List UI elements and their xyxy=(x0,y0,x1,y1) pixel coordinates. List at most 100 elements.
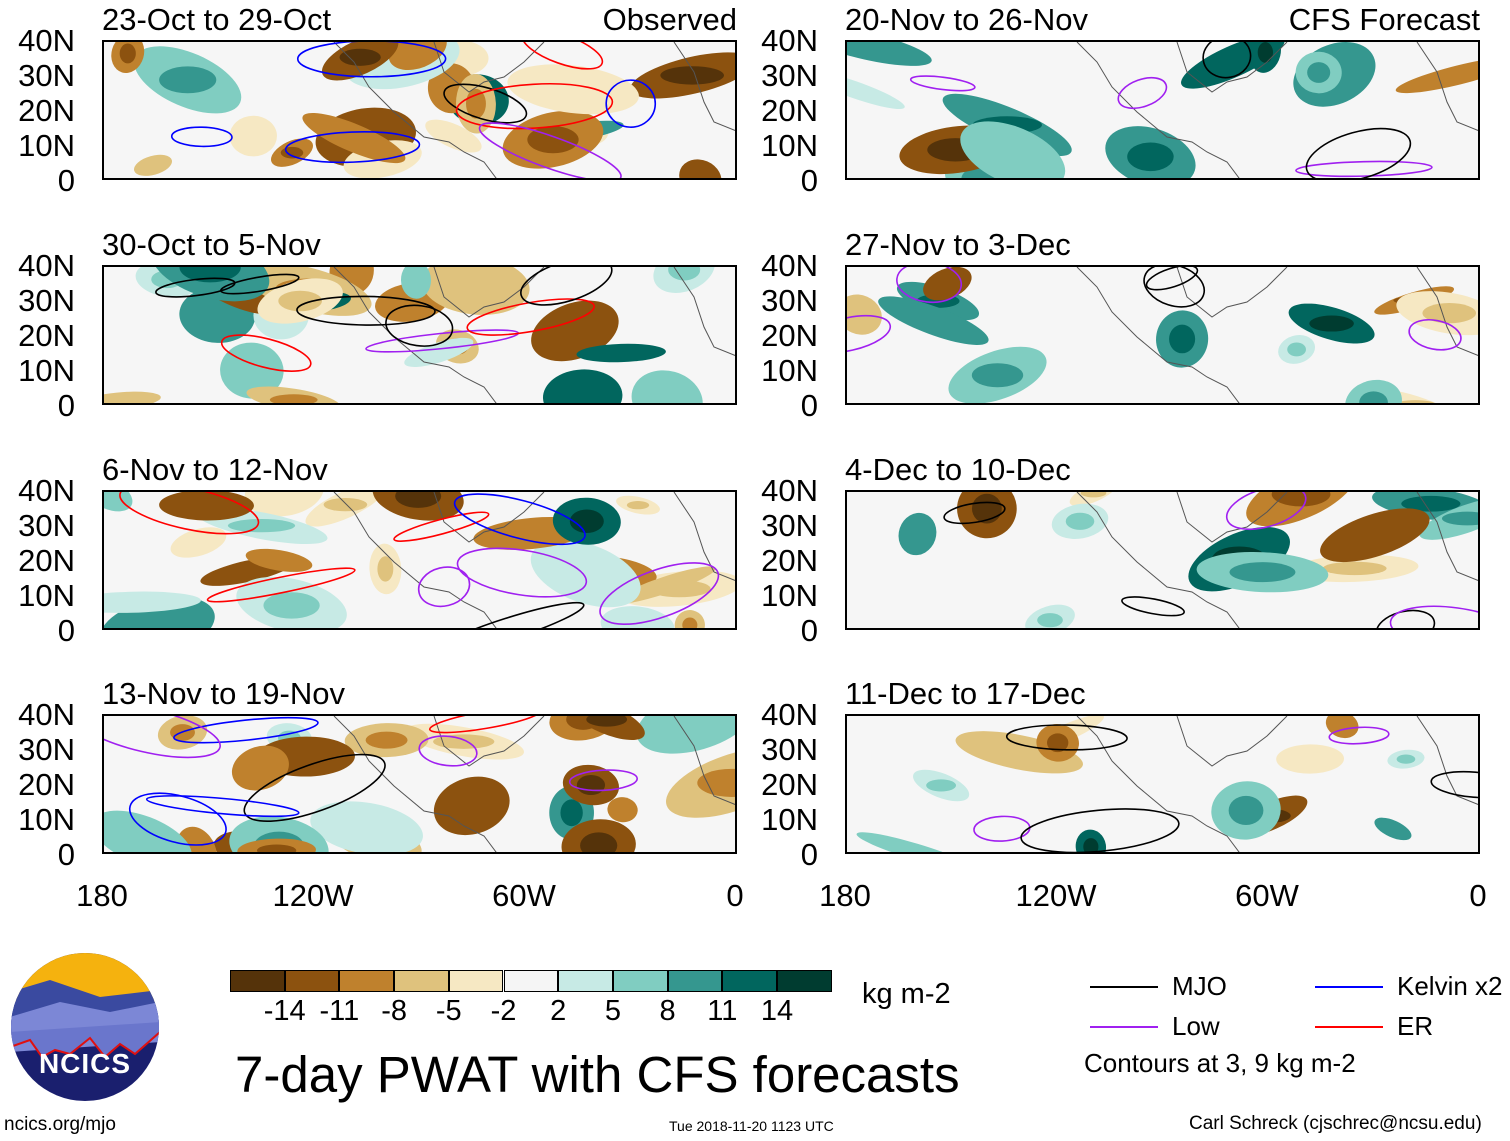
anomaly-blob-core xyxy=(569,509,604,533)
y-tick-label: 20N xyxy=(761,318,818,353)
y-tick-label: 20N xyxy=(18,543,75,578)
anomaly-blob xyxy=(856,832,976,852)
legend-line-low xyxy=(1090,1026,1158,1028)
wave-contour xyxy=(605,79,657,128)
wave-contour xyxy=(1295,160,1433,178)
site-link[interactable]: ncics.org/mjo xyxy=(4,1114,116,1135)
anomaly-blob-core xyxy=(1396,754,1416,764)
wave-contour xyxy=(1430,770,1478,799)
colorbar-swatch xyxy=(667,970,723,992)
anomaly-blob xyxy=(530,539,641,608)
y-tick-label: 20N xyxy=(18,93,75,128)
anomaly-blob xyxy=(636,716,735,754)
anomaly-blob xyxy=(170,527,227,558)
wave-contour xyxy=(220,334,312,372)
anomaly-blob xyxy=(847,294,882,335)
y-tick-label: 0 xyxy=(800,837,818,872)
pwat-map-panel xyxy=(845,265,1480,405)
pwat-map-panel xyxy=(102,265,737,405)
pwat-map-panel xyxy=(102,40,737,180)
anomaly-blob-core xyxy=(1422,302,1477,324)
anomaly-blob xyxy=(600,606,675,628)
wave-contour xyxy=(119,492,260,535)
wave-contour xyxy=(1389,605,1478,628)
colorbar-swatch xyxy=(339,970,395,992)
wave-contour xyxy=(170,126,233,148)
wave-contour xyxy=(145,795,300,818)
anomaly-blob-core xyxy=(365,731,408,749)
y-tick-label: 30N xyxy=(18,283,75,318)
anomaly-blob xyxy=(847,70,905,109)
colorbar-swatch xyxy=(394,970,449,992)
y-tick-label: 40N xyxy=(18,697,75,732)
anomaly-blob xyxy=(245,548,313,572)
colorbar-tick-label: 8 xyxy=(659,995,676,1027)
coastline xyxy=(333,267,735,403)
legend-label: Kelvin x2 xyxy=(1397,971,1503,1001)
y-tick-label: 20N xyxy=(18,767,75,802)
colorbar-swatch xyxy=(612,970,668,992)
anomaly-blob-core xyxy=(256,844,297,852)
wave-contour xyxy=(284,131,421,164)
anomaly-blob-core xyxy=(159,66,217,94)
y-tick-label: 40N xyxy=(761,473,818,508)
y-tick-label: 0 xyxy=(800,163,818,198)
x-tick-label: 120W xyxy=(272,878,354,913)
wave-contour xyxy=(385,304,454,347)
figure-title: 7-day PWAT with CFS forecasts xyxy=(235,1046,960,1103)
anomaly-blob xyxy=(1325,716,1359,739)
anomaly-blob-core xyxy=(1401,495,1461,512)
wave-contour xyxy=(428,716,543,734)
x-tick-label: 180 xyxy=(819,878,871,913)
anomaly-blob xyxy=(531,300,619,362)
panel-title: 6-Nov to 12-Nov xyxy=(102,452,328,487)
y-tick-label: 30N xyxy=(18,732,75,767)
anomaly-blob xyxy=(898,512,937,556)
anomaly-blob-core xyxy=(377,556,394,582)
anomaly-blob-core xyxy=(323,498,368,512)
anomaly-blob-core xyxy=(119,43,136,64)
y-tick-label: 0 xyxy=(800,388,818,423)
wave-contour xyxy=(1408,318,1462,351)
anomaly-blob-core xyxy=(339,48,381,66)
anomaly-blob-core xyxy=(1127,142,1174,172)
anomaly-blob xyxy=(631,370,703,403)
y-tick-label: 10N xyxy=(18,578,75,613)
wave-contour xyxy=(847,314,892,354)
wave-contour xyxy=(1020,808,1180,852)
anomaly-blob-core xyxy=(560,799,583,827)
wave-contour xyxy=(1117,76,1168,110)
logo-text: NCICS xyxy=(38,1048,132,1079)
y-tick-label: 30N xyxy=(18,508,75,543)
anomaly-blob xyxy=(1276,744,1345,774)
wave-contour xyxy=(1202,42,1252,79)
coastline xyxy=(333,42,735,178)
wave-contour xyxy=(296,42,447,78)
coastline xyxy=(1076,267,1478,403)
y-tick-label: 30N xyxy=(761,508,818,543)
anomaly-blob-core xyxy=(227,519,296,533)
colorbar-tick-label: -8 xyxy=(381,995,407,1027)
wave-contour xyxy=(432,601,585,628)
colorbar-swatch xyxy=(284,970,340,992)
wave-contour xyxy=(909,75,976,92)
wave-contour xyxy=(1005,724,1128,751)
panel-title: 23-Oct to 29-Oct xyxy=(102,2,332,37)
wave-contour xyxy=(1225,492,1307,531)
anomaly-blob xyxy=(1395,56,1478,94)
y-tick-label: 30N xyxy=(18,58,75,93)
wave-contour xyxy=(599,562,720,626)
panel-tag: CFS Forecast xyxy=(1288,2,1480,37)
x-tick-label: 60W xyxy=(492,878,556,913)
anomaly-blob-core xyxy=(280,146,304,159)
anomaly-blob-core xyxy=(1065,512,1095,530)
legend-line-mjo xyxy=(1090,986,1158,988)
anomaly-blob xyxy=(302,112,406,164)
wave-contour xyxy=(1305,127,1412,178)
wave-contour xyxy=(521,42,604,70)
contour-note: Contours at 3, 9 kg m-2 xyxy=(1084,1048,1356,1078)
anomaly-blob-core xyxy=(660,66,724,85)
anomaly-blob xyxy=(1374,817,1412,841)
anomaly-blob-core xyxy=(263,592,320,619)
colorbar-tick-label: -14 xyxy=(263,995,306,1027)
